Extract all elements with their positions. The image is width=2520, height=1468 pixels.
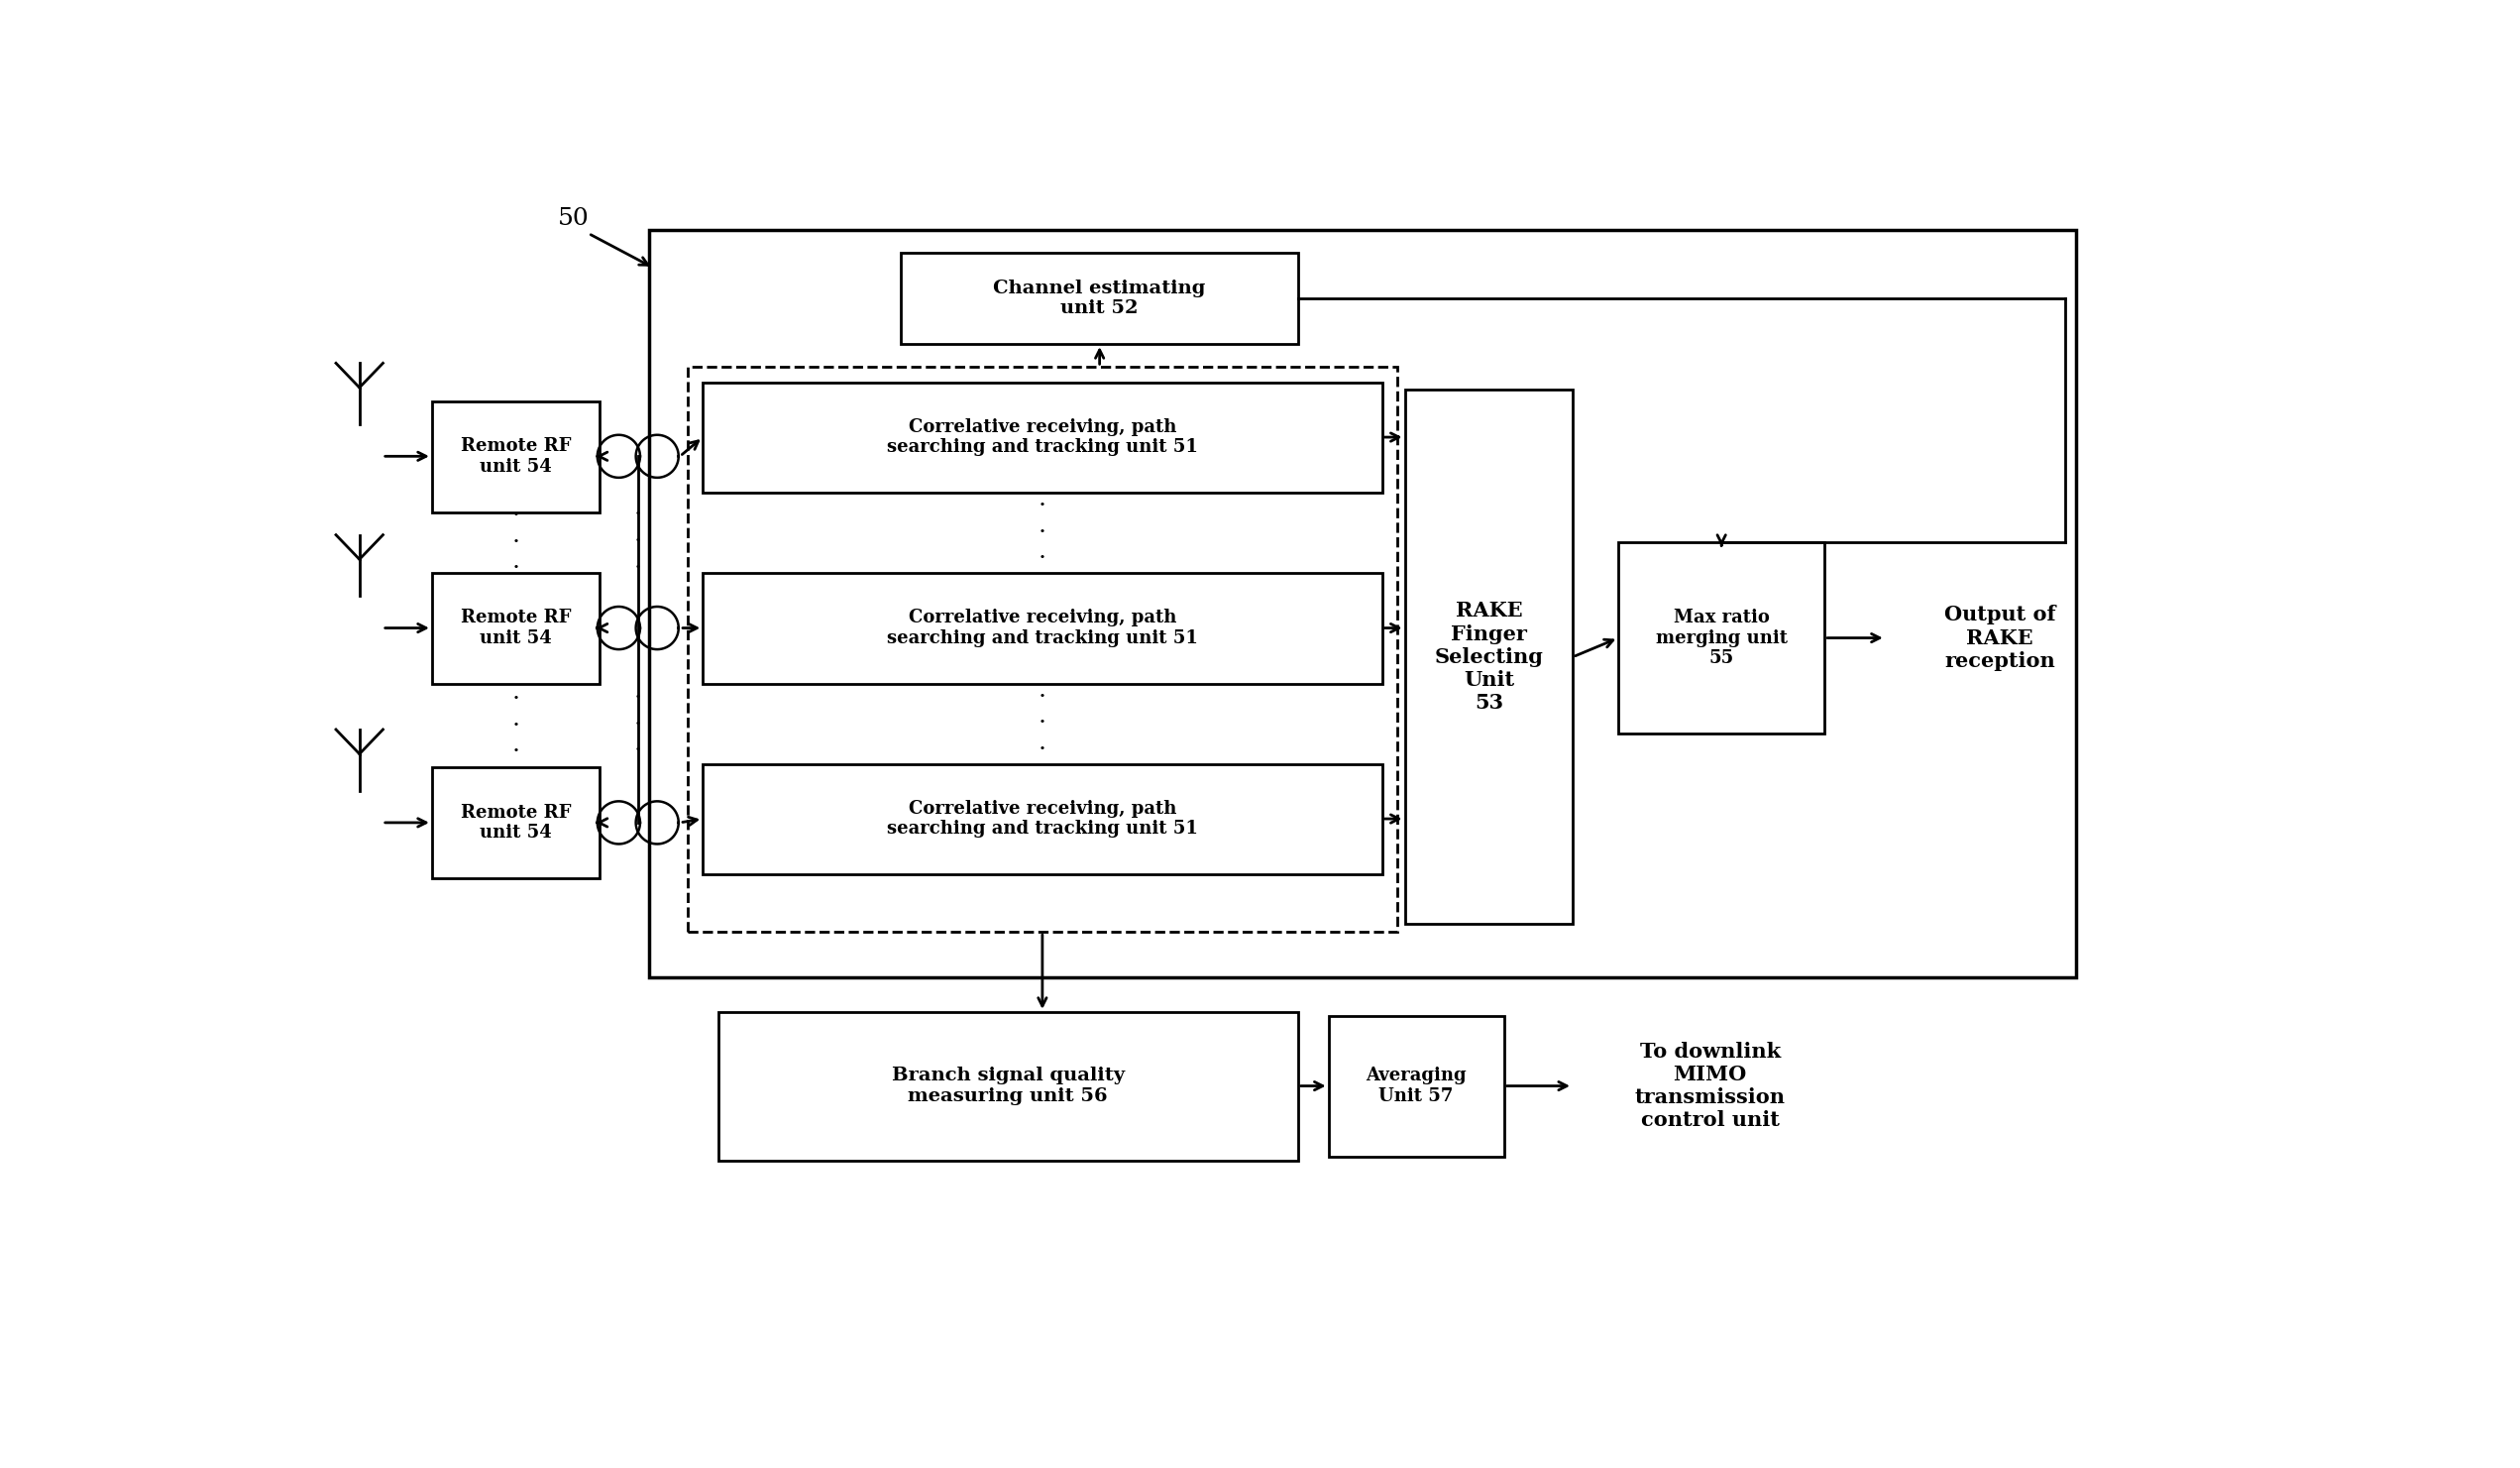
Text: Remote RF
unit 54: Remote RF unit 54: [461, 803, 572, 841]
Text: RAKE
Finger
Selecting
Unit
53: RAKE Finger Selecting Unit 53: [1434, 600, 1542, 713]
Bar: [902, 252, 1298, 344]
Bar: [1618, 543, 1824, 734]
Text: ·
·
·: · · ·: [635, 687, 643, 763]
Text: Remote RF
unit 54: Remote RF unit 54: [461, 437, 572, 476]
Text: Correlative receiving, path
searching and tracking unit 51: Correlative receiving, path searching an…: [887, 800, 1197, 838]
Text: ·
·
·: · · ·: [1038, 686, 1046, 762]
Bar: [431, 401, 600, 512]
Bar: [1404, 390, 1572, 925]
Text: Correlative receiving, path
searching and tracking unit 51: Correlative receiving, path searching an…: [887, 609, 1197, 647]
Bar: [688, 367, 1396, 932]
Text: ·
·
·: · · ·: [512, 688, 519, 763]
Text: 50: 50: [557, 207, 590, 229]
Text: Averaging
Unit 57: Averaging Unit 57: [1366, 1067, 1467, 1105]
Bar: [703, 382, 1381, 493]
Text: Channel estimating
unit 52: Channel estimating unit 52: [993, 279, 1205, 317]
Text: Max ratio
merging unit
55: Max ratio merging unit 55: [1656, 608, 1787, 668]
Bar: [703, 763, 1381, 875]
Text: ·
·
·: · · ·: [635, 504, 643, 580]
Text: ·
·
·: · · ·: [512, 505, 519, 580]
Bar: [431, 573, 600, 684]
Text: Branch signal quality
measuring unit 56: Branch signal quality measuring unit 56: [892, 1067, 1124, 1105]
Text: To downlink
MIMO
transmission
control unit: To downlink MIMO transmission control un…: [1635, 1041, 1784, 1130]
Bar: [1328, 1016, 1504, 1157]
Text: Output of
RAKE
reception: Output of RAKE reception: [1945, 605, 2056, 671]
Text: Correlative receiving, path
searching and tracking unit 51: Correlative receiving, path searching an…: [887, 418, 1197, 457]
Bar: [431, 768, 600, 878]
Text: Remote RF
unit 54: Remote RF unit 54: [461, 609, 572, 647]
Bar: [718, 1011, 1298, 1161]
Text: ·
·
·: · · ·: [1038, 495, 1046, 571]
Bar: [703, 573, 1381, 684]
Bar: [650, 229, 2076, 978]
